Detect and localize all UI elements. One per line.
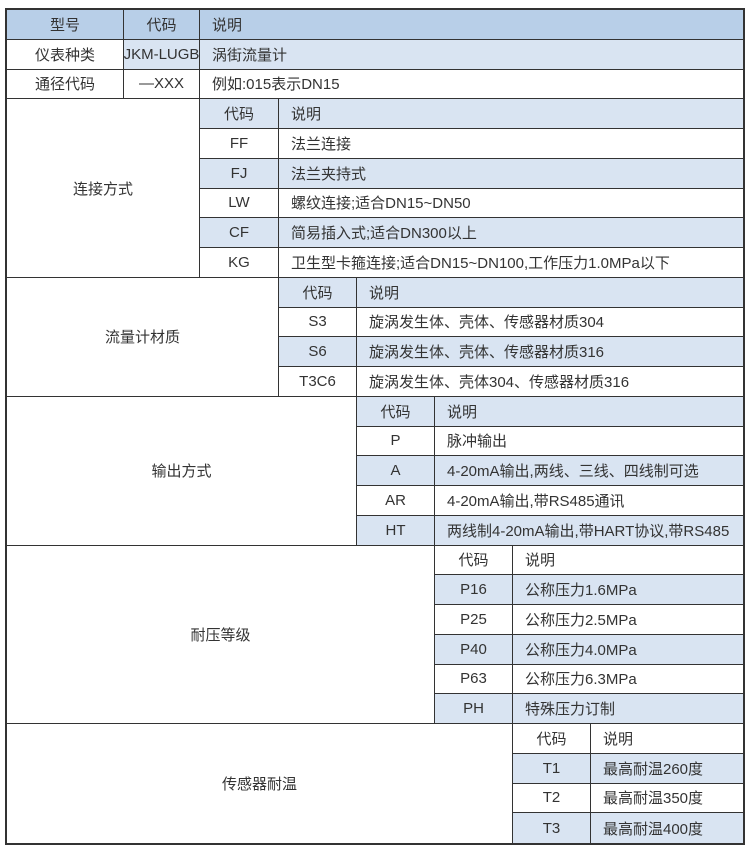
code-cell: S6 [279, 337, 357, 367]
code-cell: P25 [435, 605, 513, 635]
code-cell: AR [357, 486, 435, 516]
desc-cell: 特殊压力订制 [513, 694, 743, 724]
section-label-output-mode: 输出方式 [7, 396, 357, 546]
desc-cell: 螺纹连接;适合DN15~DN50 [279, 188, 743, 219]
code-cell: FJ [200, 158, 279, 189]
code-cell: FF [200, 129, 279, 159]
code-cell: —XXX [124, 69, 200, 100]
section-label-connection-type: 连接方式 [7, 99, 200, 278]
desc-cell: 公称压力2.5MPa [513, 605, 743, 635]
code-cell: PH [435, 694, 513, 724]
code-cell: P63 [435, 664, 513, 695]
desc-cell: 最高耐温350度 [591, 783, 743, 814]
code-cell: HT [357, 515, 435, 546]
spec-table: 型号 代码 说明 仪表种类 JKM-LUGB 涡街流量计 通径代码 —XXX 例… [5, 8, 745, 845]
desc-cell: 旋涡发生体、壳体、传感器材质304 [357, 307, 743, 338]
desc-cell: 公称压力6.3MPa [513, 664, 743, 695]
desc-cell: 涡街流量计 [200, 39, 743, 70]
desc-cell: 公称压力4.0MPa [513, 634, 743, 665]
sub-header-desc: 说明 [279, 99, 743, 129]
sub-header-desc: 说明 [435, 396, 743, 427]
code-cell: KG [200, 248, 279, 278]
code-cell: LW [200, 188, 279, 219]
sub-header-code: 代码 [513, 724, 591, 754]
code-cell: P [357, 426, 435, 457]
sub-header-code: 代码 [435, 545, 513, 576]
desc-cell: 卫生型卡箍连接;适合DN15~DN100,工作压力1.0MPa以下 [279, 248, 743, 278]
desc-cell: 旋涡发生体、壳体、传感器材质316 [357, 337, 743, 367]
section-label-sensor-temperature: 传感器耐温 [7, 724, 513, 843]
row-label-instrument-type: 仪表种类 [7, 39, 124, 70]
sub-header-code: 代码 [279, 277, 357, 308]
sub-header-code: 代码 [200, 99, 279, 129]
table-header-code: 代码 [124, 10, 200, 40]
row-label-diameter-code: 通径代码 [7, 69, 124, 100]
code-cell: A [357, 456, 435, 486]
desc-cell: 公称压力1.6MPa [513, 575, 743, 605]
desc-cell: 最高耐温260度 [591, 753, 743, 784]
desc-cell: 两线制4-20mA输出,带HART协议,带RS485 [435, 515, 743, 546]
section-label-flowmeter-material: 流量计材质 [7, 277, 279, 397]
code-cell: T3 [513, 813, 591, 843]
sub-header-desc: 说明 [591, 724, 743, 754]
desc-cell: 脉冲输出 [435, 426, 743, 457]
code-cell: T2 [513, 783, 591, 814]
code-cell: CF [200, 218, 279, 248]
desc-cell: 简易插入式;适合DN300以上 [279, 218, 743, 248]
table-header-desc: 说明 [200, 10, 743, 40]
sub-header-code: 代码 [357, 396, 435, 427]
desc-cell: 法兰连接 [279, 129, 743, 159]
code-cell: S3 [279, 307, 357, 338]
table-header-model: 型号 [7, 10, 124, 40]
code-cell: JKM-LUGB [124, 39, 200, 70]
desc-cell: 旋涡发生体、壳体304、传感器材质316 [357, 367, 743, 397]
desc-cell: 最高耐温400度 [591, 813, 743, 843]
desc-cell: 法兰夹持式 [279, 158, 743, 189]
sub-header-desc: 说明 [357, 277, 743, 308]
code-cell: P16 [435, 575, 513, 605]
code-cell: T1 [513, 753, 591, 784]
desc-cell: 4-20mA输出,两线、三线、四线制可选 [435, 456, 743, 486]
code-cell: T3C6 [279, 367, 357, 397]
code-cell: P40 [435, 634, 513, 665]
sub-header-desc: 说明 [513, 545, 743, 576]
section-label-pressure-rating: 耐压等级 [7, 545, 435, 724]
desc-cell: 例如:015表示DN15 [200, 69, 743, 100]
desc-cell: 4-20mA输出,带RS485通讯 [435, 486, 743, 516]
